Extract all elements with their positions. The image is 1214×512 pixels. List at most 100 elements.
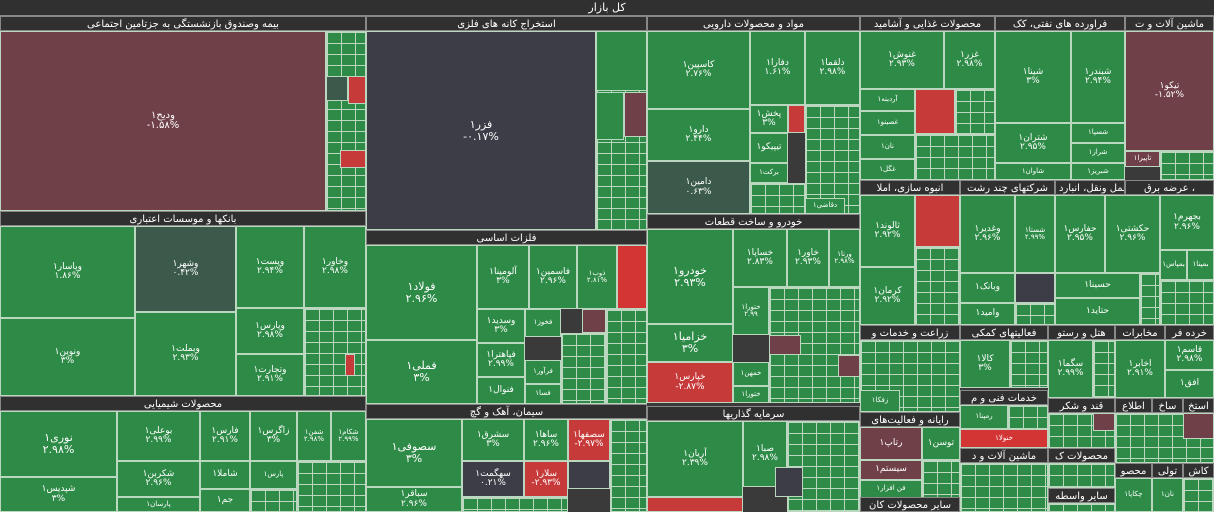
tile-bouali[interactable]: بوعلی۱ ۲.۹۹% <box>117 411 200 461</box>
small-tiles-grid[interactable] <box>960 463 1048 512</box>
tile-hasina[interactable]: حسینا۱ <box>1055 273 1140 298</box>
tile-parsa[interactable]: پارس۱ <box>250 461 297 489</box>
sector-header-insurance[interactable]: بیمه وصندوق بازنشستگی به جزتامین اجتماعی <box>0 16 366 31</box>
tile-vpost[interactable]: وپست۱ ۲.۹۴% <box>236 226 304 308</box>
small-tiles-grid[interactable] <box>1140 273 1160 325</box>
sector-header-retail[interactable]: خرده فر <box>1165 325 1214 340</box>
tile-daqafi[interactable]: دقاضی۱ <box>805 198 845 214</box>
tile-small[interactable] <box>340 150 366 168</box>
tile-salar[interactable]: سلار۱ -۲.۹۳% <box>524 461 568 497</box>
tile-dafra[interactable]: دفارا۱ ۱.۶۱% <box>750 31 805 105</box>
sector-header-aux[interactable]: فعالیتهای کمکی <box>960 325 1048 340</box>
sector-header-basic-metals[interactable]: فلزات اساسی <box>366 230 647 245</box>
small-tiles-grid[interactable] <box>1048 463 1115 488</box>
sector-header-auto[interactable]: خودرو و ساخت قطعات <box>647 214 860 229</box>
small-tiles-grid[interactable] <box>1160 280 1214 325</box>
tile-khanula[interactable]: خنولا۱ <box>960 429 1048 448</box>
tile-ghasem[interactable]: قاسم۱ ۲.۹۸% <box>1165 340 1214 370</box>
tile-zob[interactable]: ذوب۱ ۲.۸۱% <box>577 245 617 309</box>
small-tiles-grid[interactable] <box>915 134 995 180</box>
tile-vbank[interactable]: وبانک۱ <box>960 273 1015 303</box>
tile-shebriz[interactable]: شبریز۱ <box>1071 163 1125 180</box>
small-tiles-grid[interactable] <box>805 105 860 214</box>
tile-small[interactable] <box>769 335 801 355</box>
tile-vasadid[interactable]: وسدید۱ ۳% <box>477 309 525 343</box>
sector-header-utility[interactable]: عرضه برق ، <box>1125 180 1214 195</box>
tile-khparas[interactable]: خپارس۱ -۲.۸۷% <box>647 362 733 403</box>
tile-akhab[interactable]: اخابر۱ ۲.۹۱% <box>1115 340 1165 398</box>
tile-kerman[interactable]: کرمان۱ ۲.۹۲% <box>860 267 915 325</box>
tile-fakhooz[interactable]: فخوز۱ <box>525 309 561 337</box>
tile-shafan[interactable]: شفن۱ ۲.۹۸% <box>297 411 331 461</box>
tile-small[interactable] <box>788 105 805 133</box>
sector-header-sugar[interactable]: قند و شکر <box>1048 398 1115 413</box>
tile-sasoufi[interactable]: سصوفی۱ ۳% <box>366 419 462 487</box>
tile-vnovin[interactable]: ونوین۱ ۳% <box>0 318 135 396</box>
tile-vkhavar[interactable]: وخاور۱ ۲.۹۸% <box>304 226 366 308</box>
tile-shadis[interactable]: شپدیس۱ ۳% <box>0 477 117 512</box>
tile-zagros[interactable]: زاگرس۱ ۳% <box>250 411 297 461</box>
tile-caspian[interactable]: کاسپین۱ ۲.۷۶% <box>647 31 750 109</box>
tile-small[interactable] <box>775 467 803 497</box>
tile-darou[interactable]: دارو۱ ۲.۴۴% <box>647 109 750 161</box>
small-tiles-grid[interactable] <box>922 460 960 498</box>
sector-header-mining[interactable]: استخراج کانه های فلزی <box>366 16 647 31</box>
sector-header-kashi[interactable]: کاش <box>1183 463 1214 478</box>
tile-tosan[interactable]: توسن۱ <box>922 427 960 460</box>
tile-shetran[interactable]: شتران۱ ۲.۹۵% <box>995 123 1071 163</box>
tile-shakam[interactable]: شکام۱ ۲.۹۹% <box>331 411 366 461</box>
tile-small[interactable] <box>582 309 606 333</box>
tile-fanafzar[interactable]: فن افزار۱ <box>860 480 922 498</box>
small-tiles-grid[interactable] <box>1048 503 1115 512</box>
tile-kala[interactable]: کالا۱ ۳% <box>960 340 1010 388</box>
tile-faravar[interactable]: فرآور۱ <box>525 360 561 384</box>
tile-bahram[interactable]: بجهرم۱ ۲.۹۶% <box>1160 195 1214 250</box>
tile-hakeshti[interactable]: حکشتی۱ ۲.۹۶% <box>1105 195 1160 273</box>
tile-bemaya[interactable]: بمپاس۱ <box>1160 250 1187 280</box>
sector-header-pharma[interactable]: مواد و محصولات دارویی <box>647 16 860 31</box>
small-tiles-grid[interactable] <box>610 419 647 512</box>
tile-sheraz[interactable]: شراز۱ <box>1071 143 1125 163</box>
tile-shavan[interactable]: شاوان۱ <box>995 163 1071 180</box>
tile-small[interactable] <box>624 92 647 137</box>
tile-ghezar[interactable]: غزر۱ ۲.۹۸% <box>944 31 995 89</box>
small-tiles-grid[interactable] <box>250 489 297 512</box>
sector-header-invest[interactable]: سرمایه گذاریها <box>647 406 860 421</box>
tile-shekarbn[interactable]: شکربن۱ ۲.۹۶% <box>117 461 200 497</box>
sector-header-intermediary[interactable]: سایر واسطه <box>1048 488 1115 503</box>
tile-damin[interactable]: دامین۱ ۰.۶۳% <box>647 161 750 214</box>
tile-faseman[interactable]: فاسمین۱ ۲.۹۶% <box>529 245 577 309</box>
tile-sasfaha[interactable]: سصفها۱ -۲.۹۷% <box>568 419 610 461</box>
tile-aghaa[interactable]: افق۱ <box>1165 370 1214 398</box>
tile-vashahr[interactable]: وشهر۱ ۰.۴۲% <box>135 226 236 312</box>
tile-nan[interactable]: نان۱ <box>860 135 915 159</box>
tile-sahgamt[interactable]: سهگمت۱ ۰.۲۱% <box>462 461 524 497</box>
sector-header-products-k[interactable]: محصولات ک <box>1048 448 1115 463</box>
tile-shesapa[interactable]: شسپا۱ <box>1071 123 1125 143</box>
sector-header-hotel[interactable]: هتل و رستو <box>1048 325 1115 340</box>
sector-header-tuli[interactable]: تولی <box>1152 463 1183 478</box>
tile-shasta[interactable]: شستا۱ ۲.۹۹% <box>1015 195 1055 273</box>
tile-rapta[interactable]: رتاپ۱ <box>860 427 922 460</box>
tile-pakhsh[interactable]: پخش۱ ۳% <box>750 105 788 133</box>
small-tiles-grid[interactable] <box>606 309 647 404</box>
sector-header-oil[interactable]: فراورده های نفتی، کک <box>995 16 1125 31</box>
tile-small[interactable] <box>596 31 647 91</box>
tile-dalqa[interactable]: دلقما۱ ۲.۹۸% <box>805 31 860 105</box>
tile-falumina[interactable]: آلومینا۱ ۳% <box>477 245 529 309</box>
sector-header-electric[interactable]: ماشین آلات و د <box>960 448 1048 463</box>
tile-hafaras[interactable]: حفارس۱ ۲.۹۵% <box>1055 195 1105 273</box>
tile-tipico[interactable]: تیپیکو۱ <box>750 133 788 163</box>
tile-sagma[interactable]: سگما۱ ۲.۹۹% <box>1048 340 1093 398</box>
sector-header-other-products[interactable]: سایر محصولات کان <box>860 497 960 512</box>
sector-header-computer[interactable]: رایانه و فعالیت‌های <box>860 412 960 427</box>
tile-barakat[interactable]: برکت۱ <box>750 163 788 183</box>
tile-tikco[interactable]: تیکو۱ -۱.۵۲% <box>1125 31 1214 151</box>
tile-vtejarat[interactable]: وتجارت۱ ۲.۹۱% <box>236 354 304 396</box>
sector-header-telecom[interactable]: مخابرات <box>1115 325 1165 340</box>
sector-header-cement[interactable]: سیمان، آهک و گچ <box>366 404 647 419</box>
small-tiles-grid[interactable] <box>955 89 995 134</box>
tile-khodro[interactable]: خودرو۱ ۲.۹۳% <box>647 229 733 324</box>
tile-small[interactable] <box>1093 413 1115 431</box>
tile-small[interactable] <box>348 76 366 104</box>
